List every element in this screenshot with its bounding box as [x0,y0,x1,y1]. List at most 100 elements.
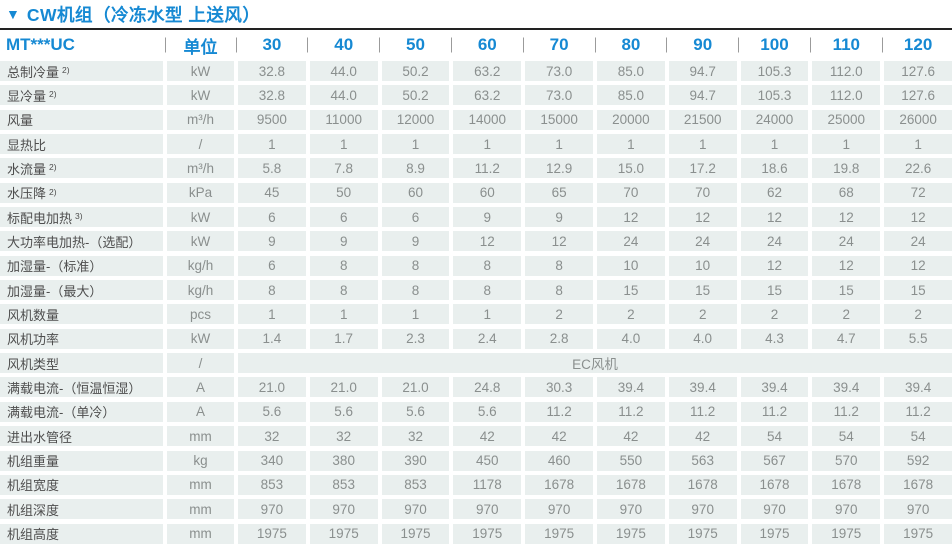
value-cell: 4.0 [597,328,665,349]
value-cell: 39.4 [597,377,665,398]
table-row: 总制冷量 2) kW 32.8 44.0 50.2 63.2 73.0 85.0 94.7 105.… [0,61,952,81]
value-cell: 1975 [238,523,306,544]
unit-cell: mm [167,474,234,495]
unit-cell: kW [167,85,234,106]
section-title: CW机组（冷冻水型 上送风） [26,4,261,25]
unit-cell: A [167,401,234,422]
column-header-50: 50 [382,30,450,60]
unit-cell: pcs [167,304,234,325]
unit-cell: kg/h [167,255,234,276]
column-header-80: 80 [597,30,665,60]
value-cell: 32 [309,426,378,447]
table-row: 机组宽度 mm 853 853 853 1178 1678 1678 1678 1678 1678 1… [0,474,952,495]
value-cell: 15 [884,280,952,301]
value-cell: 4.3 [740,328,809,349]
value-cell: 550 [597,450,665,471]
value-cell: 12000 [381,109,450,130]
value-cell: 42 [453,426,522,447]
value-cell: 12 [740,255,809,276]
value-cell: 70 [668,182,737,203]
value-cell: 12 [884,255,952,276]
value-cell: 970 [309,499,378,520]
value-cell: 112.0 [812,85,881,106]
value-cell: 4.7 [812,328,881,349]
value-cell: 1 [309,134,378,155]
value-cell: 8 [525,280,593,301]
value-cell: 2 [812,304,881,325]
table-row: 风量 m³/h 9500 11000 12000 14000 15000 20000 21500… [0,109,952,130]
value-cell: 11.2 [740,401,809,422]
column-header-40: 40 [310,30,378,60]
value-cell: 4.0 [668,328,737,349]
value-cell: 12 [525,231,593,252]
value-cell: 1975 [740,523,809,544]
value-cell: 5.5 [884,328,952,349]
value-cell: 73.0 [525,61,593,81]
value-cell: 42 [525,426,593,447]
value-cell: 380 [309,450,378,471]
value-cell: 853 [238,474,306,495]
value-cell: 1975 [668,523,737,544]
unit-header-cell: 单位 [167,30,234,60]
value-cell: 2 [740,304,809,325]
table-row: 显冷量 2) kW 32.8 44.0 50.2 63.2 73.0 85.0 94.7 105.3… [0,85,952,106]
value-cell: 1975 [812,523,881,544]
value-cell: 60 [453,182,522,203]
value-cell: 1678 [597,474,665,495]
value-cell: 1 [668,134,737,155]
table-row: 满载电流-（单冷） A 5.6 5.6 5.6 5.6 11.2 11.2 11.2 11.2 11… [0,401,952,422]
value-cell: 7.8 [309,158,378,179]
value-cell: 26000 [884,109,952,130]
value-cell: 15000 [525,109,593,130]
value-cell: 970 [740,499,809,520]
value-cell: 10 [668,255,737,276]
value-cell: 970 [884,499,952,520]
column-header-90: 90 [669,30,737,60]
unit-cell: mm [167,499,234,520]
unit-cell: mm [167,523,234,544]
table-row: 进出水管径 mm 32 32 32 42 42 42 42 54 54 54 [0,426,952,447]
row-label: 加湿量-（标准） [0,255,163,276]
value-cell: 12 [812,207,881,228]
value-cell: 65 [525,182,593,203]
value-cell: 11.2 [525,401,593,422]
value-cell: 9 [238,231,306,252]
value-cell: 1 [381,134,450,155]
table-row: 机组高度 mm 1975 1975 1975 1975 1975 1975 1975 1975 19… [0,523,952,544]
value-cell: 8 [525,255,593,276]
value-cell: 2 [597,304,665,325]
row-label: 机组深度 [0,499,163,520]
value-cell: 8.9 [381,158,450,179]
value-cell: 54 [740,426,809,447]
value-cell: 1 [812,134,881,155]
value-cell: 5.8 [238,158,306,179]
value-cell: 11.2 [453,158,522,179]
value-cell: 21.0 [381,377,450,398]
value-cell: 6 [238,207,306,228]
value-cell: 15.0 [597,158,665,179]
value-cell: 12 [812,255,881,276]
value-cell: 11000 [309,109,378,130]
value-cell: 1 [740,134,809,155]
column-header-30: 30 [238,30,306,60]
value-cell: 1 [453,134,522,155]
value-cell: 12 [668,207,737,228]
row-label: 风机功率 [0,328,163,349]
value-cell: 970 [453,499,522,520]
value-cell: 24.8 [453,377,522,398]
value-cell: 570 [812,450,881,471]
value-cell: 5.6 [309,401,378,422]
row-label: 满载电流-（单冷） [0,401,163,422]
value-cell: 8 [453,255,522,276]
unit-cell: / [167,353,234,374]
value-cell: 853 [309,474,378,495]
value-cell: 85.0 [597,61,665,81]
value-cell: 45 [238,182,306,203]
value-cell: 970 [668,499,737,520]
value-cell: 9 [381,231,450,252]
table-row: 风机数量 pcs 1 1 1 1 2 2 2 2 2 2 [0,304,952,325]
unit-cell: kW [167,328,234,349]
value-cell: 39.4 [812,377,881,398]
column-header-60: 60 [453,30,521,60]
